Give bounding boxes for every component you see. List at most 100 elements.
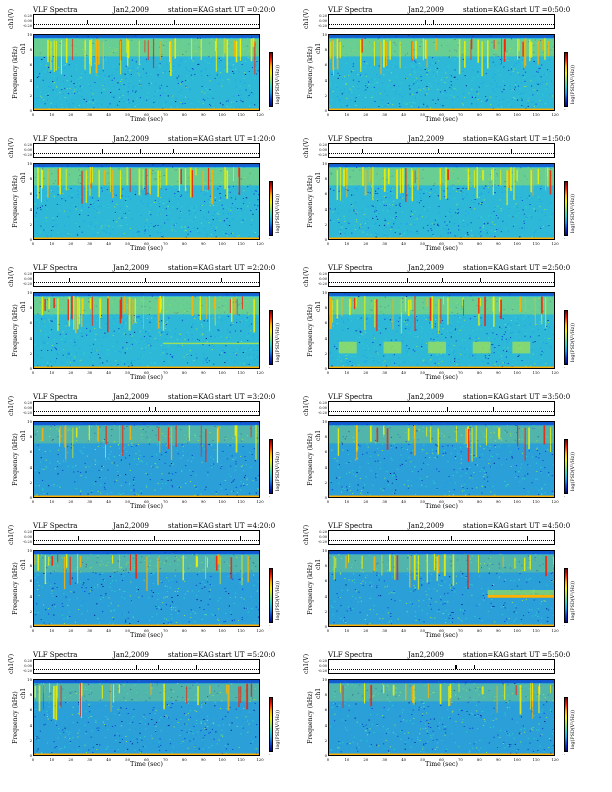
panel-header: VLF Spectra Jan2,2009 station=KAG start UT … bbox=[305, 135, 592, 144]
x-tick-label: 110 bbox=[237, 499, 245, 504]
header-title: VLF Spectra bbox=[328, 264, 373, 272]
y-tick-label: 6 bbox=[29, 320, 32, 326]
waveform-timeline bbox=[33, 530, 260, 545]
x-tick-label: 80 bbox=[181, 628, 187, 633]
y-tick-label: 10 bbox=[322, 32, 327, 37]
timeline-ticks: 0.20 0.00 -0.20 bbox=[308, 530, 328, 545]
x-axis-label: Time (sec) bbox=[130, 503, 163, 510]
header-title: VLF Spectra bbox=[328, 393, 373, 401]
x-tick-label: 80 bbox=[476, 757, 482, 762]
colorbar bbox=[564, 439, 568, 494]
waveform-spike bbox=[158, 665, 159, 669]
spectrogram-image bbox=[34, 164, 259, 239]
spectrogram-image bbox=[329, 35, 554, 110]
low-frequency-line bbox=[34, 495, 259, 497]
x-tick-label: 110 bbox=[237, 628, 245, 633]
sferic-streaks bbox=[337, 425, 551, 462]
y-tick-label: 8 bbox=[29, 563, 32, 569]
header-title: VLF Spectra bbox=[33, 393, 78, 401]
x-tick-label: 100 bbox=[218, 628, 226, 633]
y-tick-label: 0 bbox=[29, 753, 32, 758]
waveform-spike bbox=[69, 278, 70, 282]
x-tick-label: 50 bbox=[125, 628, 130, 633]
x-tick-label: 60 bbox=[439, 499, 444, 504]
x-tick-label: 0 bbox=[326, 370, 330, 375]
sferic-streaks bbox=[41, 424, 257, 464]
y-tick-label: 0 bbox=[29, 108, 32, 113]
x-tick-label: 30 bbox=[382, 370, 388, 375]
emission-patch bbox=[472, 341, 491, 354]
x-tick-label: 20 bbox=[363, 628, 369, 633]
x-tick-label: 60 bbox=[144, 757, 149, 762]
waveform-spike bbox=[78, 536, 79, 540]
x-tick-label: 30 bbox=[382, 628, 388, 633]
x-tick-label: 110 bbox=[532, 499, 540, 504]
sferic-streaks bbox=[329, 296, 554, 335]
timeline-tick-label: 0.00 bbox=[319, 664, 327, 668]
header-start-time: start UT =3:20:0 bbox=[215, 393, 276, 401]
sferic-streaks bbox=[34, 682, 253, 721]
x-tick-label: 110 bbox=[532, 370, 540, 375]
sferic-streaks bbox=[41, 295, 255, 334]
x-tick-label: 120 bbox=[256, 499, 264, 504]
waveform-spike bbox=[456, 665, 457, 669]
x-tick-label: 100 bbox=[513, 241, 521, 246]
header-date: Jan2,2009 bbox=[408, 264, 444, 272]
x-tick-label: 10 bbox=[49, 499, 55, 504]
x-tick-label: 70 bbox=[162, 757, 168, 762]
spectrogram-noise bbox=[34, 680, 259, 755]
timeline-ticks: 0.20 0.00 -0.20 bbox=[13, 272, 33, 287]
x-tick-label: 60 bbox=[144, 112, 149, 117]
spectrogram-image bbox=[329, 680, 554, 755]
header-title: VLF Spectra bbox=[328, 651, 373, 659]
spectrogram-plot bbox=[33, 421, 260, 498]
x-tick-label: 10 bbox=[344, 757, 350, 762]
colorbar-label: log(PSD(V²/Hz)) bbox=[571, 697, 581, 752]
x-tick-label: 90 bbox=[495, 112, 501, 117]
top-edge bbox=[329, 164, 554, 167]
x-tick-label: 0 bbox=[31, 370, 35, 375]
colorbar-label-text: log(PSD(V²/Hz)) bbox=[571, 709, 576, 749]
x-tick-label: 120 bbox=[256, 757, 264, 762]
x-axis-label: Time (sec) bbox=[425, 374, 458, 381]
top-edge bbox=[34, 551, 259, 554]
x-tick-label: 20 bbox=[363, 370, 369, 375]
waveform-trace bbox=[34, 24, 259, 25]
y-tick-label: 6 bbox=[29, 707, 32, 713]
x-tick-label: 120 bbox=[551, 499, 559, 504]
waveform-trace bbox=[34, 282, 259, 283]
x-tick-label: 10 bbox=[344, 112, 350, 117]
x-tick-label: 100 bbox=[218, 112, 226, 117]
x-tick-label: 20 bbox=[68, 241, 74, 246]
waveform-timeline bbox=[33, 401, 260, 416]
colorbar-label: log(PSD(V²/Hz)) bbox=[276, 52, 286, 107]
panel-header: VLF Spectra Jan2,2009 station=KAG start UT … bbox=[10, 6, 297, 15]
low-frequency-line bbox=[329, 753, 554, 755]
x-tick-label: 90 bbox=[200, 628, 206, 633]
spectrogram-plot bbox=[328, 679, 555, 756]
waveform-trace bbox=[34, 669, 259, 670]
colorbar-label-text: log(PSD(V²/Hz)) bbox=[571, 64, 576, 104]
header-station: station=KAG bbox=[168, 135, 214, 143]
timeline-ticks: 0.20 0.00 -0.20 bbox=[13, 143, 33, 158]
spectrogram-noise bbox=[329, 680, 554, 755]
y-tick-label: 4 bbox=[29, 464, 32, 470]
waveform-trace bbox=[329, 411, 554, 412]
x-tick-label: 50 bbox=[125, 499, 130, 504]
waveform-spike bbox=[240, 536, 241, 540]
waveform-timeline bbox=[33, 14, 260, 29]
spectrogram-plot bbox=[328, 550, 555, 627]
colorbar-label: log(PSD(V²/Hz)) bbox=[571, 568, 581, 623]
colorbar-min-label: - bbox=[269, 366, 271, 370]
colorbar bbox=[269, 697, 273, 752]
spectrogram-panel: VLF Spectra Jan2,2009 station=KAG start UT … bbox=[8, 135, 297, 257]
waveform-spike bbox=[480, 278, 481, 282]
header-start-time: start UT =4:20:0 bbox=[215, 522, 276, 530]
header-date: Jan2,2009 bbox=[113, 522, 149, 530]
y-tick-label: 6 bbox=[324, 320, 327, 326]
x-tick-label: 0 bbox=[326, 112, 330, 117]
colorbar-label-text: log(PSD(V²/Hz)) bbox=[276, 709, 281, 749]
top-edge bbox=[329, 680, 554, 683]
header-title: VLF Spectra bbox=[33, 651, 78, 659]
x-tick-label: 100 bbox=[218, 499, 226, 504]
